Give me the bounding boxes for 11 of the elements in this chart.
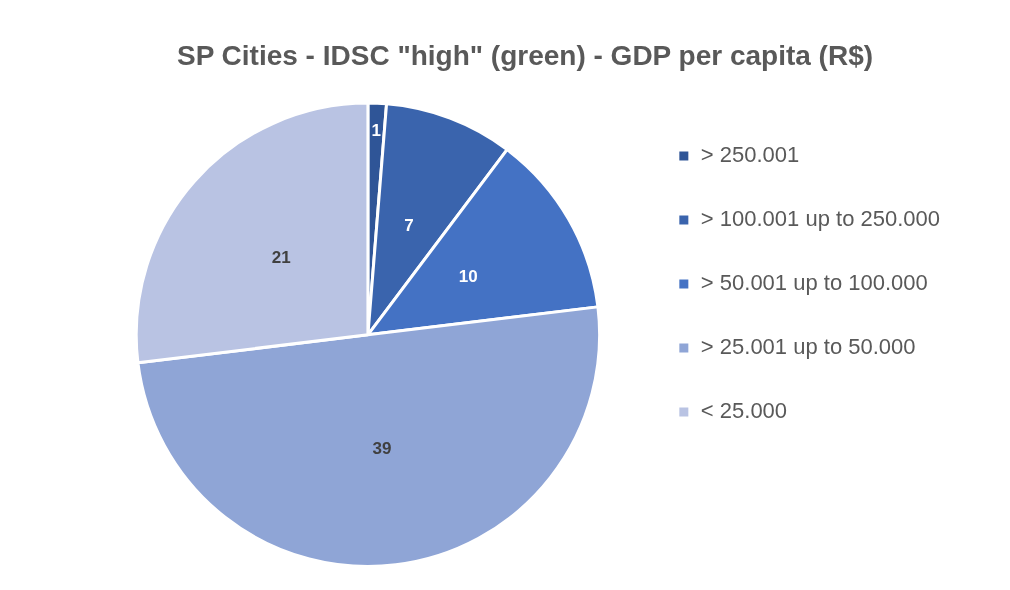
data-label: 39 — [372, 439, 392, 459]
legend-label: > 100.001 up to 250.000 — [700, 206, 941, 232]
data-label: 7 — [404, 216, 414, 236]
data-label: 21 — [271, 247, 291, 267]
chart-title: SP Cities - IDSC "high" (green) - GDP per capita (R$) — [176, 39, 874, 71]
legend-label: > 250.001 — [700, 142, 800, 168]
legend-label: > 25.001 up to 50.000 — [700, 334, 916, 360]
data-label: 1 — [371, 120, 381, 140]
legend-label: > 50.001 up to 100.000 — [700, 270, 928, 296]
data-label: 10 — [458, 266, 478, 286]
legend-label: < 25.000 — [700, 398, 788, 424]
